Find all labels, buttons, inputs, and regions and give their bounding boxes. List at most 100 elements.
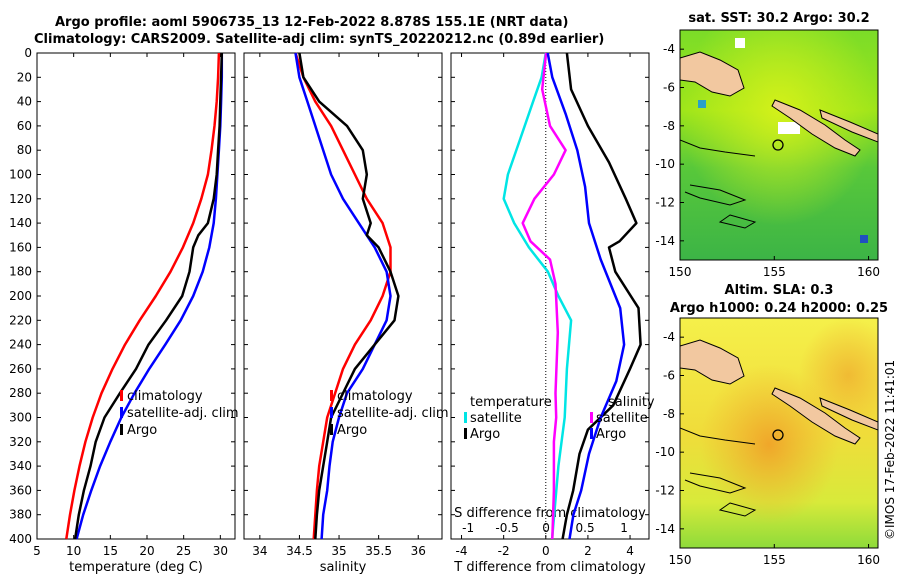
y-tick-label: 0: [24, 46, 32, 60]
axes-box: [450, 52, 650, 540]
legend-label: satellite-adj. clim: [337, 406, 449, 421]
legend-swatch: [120, 390, 123, 401]
legend-swatch: [464, 412, 467, 423]
land-papua-new-guinea: [680, 51, 745, 97]
map-y-tick-label: -4: [663, 42, 675, 56]
legend-swatch: [330, 390, 333, 401]
axes-box: [36, 52, 236, 540]
map-x-tick-label: 160: [857, 553, 880, 567]
legend-label: satellite: [470, 411, 522, 426]
x-tick-label: 35: [331, 544, 346, 558]
x-axis-label: T difference from climatology: [453, 560, 646, 575]
land-solomon-islands: [771, 387, 861, 445]
map-y-tick-label: -4: [663, 330, 675, 344]
sst-map-title: sat. SST: 30.2 Argo: 30.2: [688, 11, 869, 26]
legend-label: climatology: [127, 389, 203, 404]
temperature-panel: 0 20 40 60 80 100 120 140 160 180 200 220 240 260 280 3…: [9, 46, 239, 575]
x-tick-label: 10: [66, 544, 81, 558]
map-y-tick-label: -12: [655, 484, 675, 498]
y-tick-label: 160: [9, 240, 32, 254]
map-y-tick-label: -10: [655, 445, 675, 459]
legend-label: satellite: [596, 411, 648, 426]
series-line-satellite-adj.-clim: [294, 52, 392, 540]
legend-swatch: [120, 407, 123, 418]
legend-label: Argo: [596, 427, 626, 442]
land-papua-new-guinea: [680, 339, 745, 385]
sst-cloud-gap: [778, 122, 800, 134]
legend-label: Argo: [470, 427, 500, 442]
land-solomon-islands: [771, 99, 861, 157]
legend-swatch: [330, 424, 333, 435]
series-line-temperature-satellite: [502, 52, 573, 540]
legend-swatch: [464, 428, 467, 439]
x2-axis-label: S difference from climatology: [454, 506, 646, 521]
x2-tick-label: 0: [542, 521, 550, 535]
series-line-climatology: [294, 52, 392, 540]
x-tick-label: -4: [456, 544, 468, 558]
legend-salinity-title: salinity: [608, 395, 655, 410]
y-tick-label: 140: [9, 216, 32, 230]
reef-contour: [680, 427, 757, 517]
series-line-Argo: [73, 52, 224, 540]
series-line-temperature-Argo: [561, 52, 642, 540]
legend-swatch: [590, 412, 593, 423]
series-line-salinity-satellite: [521, 52, 567, 540]
y-tick-label: 260: [9, 362, 32, 376]
legend-label: Argo: [337, 423, 367, 438]
argo-location-marker: [772, 429, 784, 441]
map-y-tick-label: -12: [655, 196, 675, 210]
y-tick-label: 280: [9, 386, 32, 400]
salinity-panel: 34 34.5 35 35.5 36 salinity climatology satelli…: [243, 52, 449, 575]
reef-contour: [680, 139, 757, 229]
x-tick-label: 5: [33, 544, 41, 558]
series-line-Argo: [298, 52, 400, 540]
y-tick-label: 20: [17, 70, 32, 84]
y-tick-label: 220: [9, 313, 32, 327]
map-y-tick-label: -8: [663, 407, 675, 421]
x-tick-label: 25: [176, 544, 191, 558]
sst-cool-pixel: [698, 100, 706, 108]
x-tick-label: 15: [103, 544, 118, 558]
x-tick-label: 0: [542, 544, 550, 558]
y-tick-label: 120: [9, 192, 32, 206]
legend-label: satellite-adj. clim: [127, 406, 239, 421]
map-y-tick-label: -10: [655, 157, 675, 171]
argo-location-marker: [772, 139, 784, 151]
map-x-tick-label: 155: [763, 553, 786, 567]
map-y-tick-label: -14: [655, 234, 675, 248]
x2-tick-label: 1: [620, 521, 628, 535]
x2-tick-label: -1: [462, 521, 474, 535]
x-tick-label: 35.5: [365, 544, 392, 558]
x-axis-label: salinity: [320, 560, 367, 575]
legend-swatch: [120, 424, 123, 435]
sst-cloud-gap: [735, 38, 745, 48]
title-line-2: Climatology: CARS2009. Satellite-adj cli…: [34, 32, 605, 47]
legend-label: Argo: [127, 423, 157, 438]
legend-label: climatology: [337, 389, 413, 404]
x-axis-label: temperature (deg C): [69, 560, 203, 575]
x-tick-label: 20: [139, 544, 154, 558]
y-tick-label: 300: [9, 411, 32, 425]
y-tick-label: 400: [9, 532, 32, 546]
x2-tick-label: -0.5: [495, 521, 518, 535]
difference-panel: -4 -2 0 2 4 T difference from climatology S di…: [450, 52, 655, 575]
sla-map-title-2: Argo h1000: 0.24 h2000: 0.25: [670, 301, 888, 316]
series-line-climatology: [65, 52, 221, 540]
y-tick-label: 200: [9, 289, 32, 303]
y-tick-label: 240: [9, 338, 32, 352]
map-y-tick-label: -8: [663, 119, 675, 133]
legend-swatch: [590, 428, 593, 439]
sst-cool-pixel: [860, 235, 868, 243]
legend-swatch: [330, 407, 333, 418]
y-tick-label: 100: [9, 168, 32, 182]
map-x-tick-label: 150: [669, 265, 692, 279]
sla-map-panel: Altim. SLA: 0.3 Argo h1000: 0.24 h2000: …: [655, 283, 888, 567]
legend-temperature-title: temperature: [470, 395, 552, 410]
axes-box: [243, 52, 443, 540]
sst-map-panel: sat. SST: 30.2 Argo: 30.2 150 155 160 -4 -6 -…: [655, 11, 880, 279]
imos-watermark: ©IMOS 17-Feb-2022 11:41:01: [883, 360, 897, 540]
y-tick-label: 40: [17, 95, 32, 109]
y-tick-label: 180: [9, 265, 32, 279]
x-tick-label: 2: [584, 544, 592, 558]
